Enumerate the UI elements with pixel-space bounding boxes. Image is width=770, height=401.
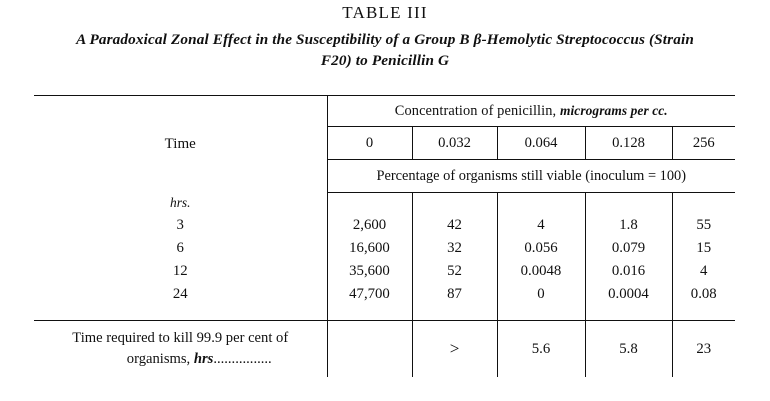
summary-value-conc-0032: >	[411, 320, 497, 377]
summary-label-leader: ................	[213, 351, 272, 367]
row-value-conc-256: 55	[671, 214, 736, 237]
footer-spacer-a	[326, 306, 412, 321]
row-value-conc-0: 2,600	[326, 214, 412, 237]
row-value-conc-0032: 87	[411, 283, 497, 306]
summary-label-line-1: Time required to kill 99.9 per cent of	[72, 330, 289, 346]
table-title-line-1: A Paradoxical Zonal Effect in the Suscep…	[76, 31, 694, 48]
header-row-concentration: Time Concentration of penicillin, microg…	[34, 95, 736, 193]
footer-spacer-b	[411, 306, 497, 321]
footer-spacer-time	[34, 306, 327, 321]
summary-label-roman: organisms,	[126, 351, 194, 367]
row-value-conc-0128: 0.079	[584, 237, 672, 260]
header-conc-0128: 0.128	[584, 126, 672, 160]
header-percentage: Percentage of organisms still viable (in…	[326, 159, 736, 193]
row-time: 24	[172, 286, 188, 302]
header-row-percentage: Percentage of organisms still viable (in…	[34, 159, 736, 193]
row-time: 3	[176, 217, 184, 233]
table-row: 12 35,600 52 0.0048 0.016 4	[34, 260, 736, 283]
table-row: 6 16,600 32 0.056 0.079 15	[34, 237, 736, 260]
row-value-conc-0032: 42	[411, 214, 497, 237]
summary-value-conc-0064: 5.6	[496, 320, 585, 377]
header-conc-0064: 0.064	[496, 126, 585, 160]
table-iii: Time Concentration of penicillin, microg…	[34, 95, 736, 394]
row-value-conc-256: 15	[671, 237, 736, 260]
row-value-conc-256: 0.08	[671, 283, 736, 306]
header-time: Time	[34, 95, 327, 193]
summary-label-units: hrs	[193, 351, 214, 367]
table-number: TABLE III	[342, 3, 428, 22]
table-row: 24 47,700 87 0 0.0004 0.08	[34, 283, 736, 306]
units-spacer-a	[326, 192, 412, 214]
table-title-line-2: F20) to Penicillin G	[320, 52, 450, 69]
table-row: 3 2,600 42 4 1.8 55	[34, 214, 736, 237]
summary-label: Time required to kill 99.9 per cent of o…	[34, 321, 327, 378]
row-value-conc-0064: 0	[496, 283, 585, 306]
row-value-conc-0128: 1.8	[584, 214, 672, 237]
table-title: A Paradoxical Zonal Effect in the Suscep…	[0, 29, 770, 71]
row-value-conc-0128: 0.0004	[584, 283, 672, 306]
row-value-conc-0064: 0.056	[496, 237, 585, 260]
row-value-conc-0: 47,700	[326, 283, 412, 306]
header-row-values: 0 0.032 0.064 0.128 256	[34, 126, 736, 160]
units-row: hrs.	[34, 192, 736, 214]
footer-spacer-e	[671, 306, 736, 321]
row-value-conc-0128: 0.016	[584, 260, 672, 283]
table-caption: TABLE III A Paradoxical Zonal Effect in …	[0, 0, 770, 71]
units-spacer-e	[671, 192, 736, 214]
header-concentration-roman: Concentration of penicillin,	[394, 102, 560, 119]
header-conc-256: 256	[671, 126, 736, 160]
row-time: 6	[176, 240, 184, 256]
row-value-conc-0: 35,600	[326, 260, 412, 283]
row-value-conc-0064: 0.0048	[496, 260, 585, 283]
footer-spacer-row	[34, 306, 736, 321]
row-value-conc-0032: 32	[411, 237, 497, 260]
row-time: 12	[172, 263, 188, 279]
summary-row: Time required to kill 99.9 per cent of o…	[34, 320, 736, 378]
footer-spacer-d	[584, 306, 672, 321]
row-value-conc-0064: 4	[496, 214, 585, 237]
units-spacer-d	[584, 192, 672, 214]
summary-value-conc-0	[326, 320, 412, 377]
header-concentration: Concentration of penicillin, micrograms …	[326, 95, 736, 127]
footer-spacer-c	[496, 306, 585, 321]
summary-value-conc-256: 23	[671, 320, 736, 377]
units-spacer-b	[411, 192, 497, 214]
data-table: Time Concentration of penicillin, microg…	[34, 95, 736, 378]
summary-value-conc-0128: 5.8	[584, 320, 672, 377]
summary-label-line-2: organisms, hrs................	[34, 349, 327, 370]
header-conc-0032: 0.032	[411, 126, 497, 160]
units-label: hrs.	[170, 195, 191, 211]
header-concentration-units: micrograms per cc.	[559, 102, 668, 118]
header-conc-0: 0	[326, 126, 412, 160]
row-value-conc-256: 4	[671, 260, 736, 283]
row-value-conc-0032: 52	[411, 260, 497, 283]
units-spacer-c	[496, 192, 585, 214]
row-value-conc-0: 16,600	[326, 237, 412, 260]
